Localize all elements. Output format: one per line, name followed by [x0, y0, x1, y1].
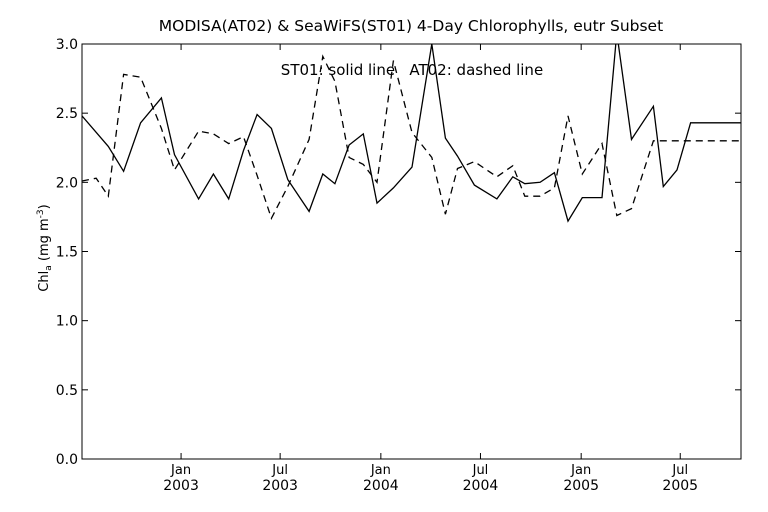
- series-line-st01: [82, 44, 741, 223]
- y-tick-label: 3.0: [56, 37, 78, 53]
- chart-title: MODISA(AT02) & SeaWiFS(ST01) 4-Day Chlor…: [159, 17, 663, 35]
- legend-annotation: ST01: solid line AT02: dashed line: [281, 61, 543, 79]
- series-layer: [82, 44, 741, 223]
- y-axis-label-close: ): [37, 204, 52, 209]
- x-tick-month: Jan: [370, 463, 391, 478]
- y-axis-label-units: (mg m: [37, 218, 52, 265]
- y-axis-label: Chla (mg m-3): [36, 204, 54, 291]
- y-tick-label: 1.0: [56, 314, 78, 330]
- x-tick-month: Jul: [271, 463, 288, 478]
- x-tick-year: 2003: [262, 478, 298, 494]
- x-tick-month: Jul: [671, 463, 688, 478]
- plot-frame: [81, 43, 742, 460]
- x-tick-year: 2005: [662, 478, 698, 494]
- x-tick-month: Jan: [570, 463, 591, 478]
- x-tick-year: 2005: [563, 478, 599, 494]
- y-axis-label-main: Chl: [37, 271, 52, 292]
- y-axis-label-sup: -3: [36, 209, 46, 218]
- series-line-at02: [82, 54, 741, 220]
- y-tick-label: 1.5: [56, 245, 78, 261]
- y-axis-label-sub: a: [44, 265, 54, 271]
- x-tick-year: 2003: [163, 478, 199, 494]
- x-tick-year: 2004: [363, 478, 399, 494]
- x-tick-month: Jul: [472, 463, 489, 478]
- y-tick-label: 2.5: [56, 106, 78, 122]
- y-tick-label: 2.0: [56, 175, 78, 191]
- y-tick-label: 0.5: [56, 383, 78, 399]
- x-tick-year: 2004: [463, 478, 499, 494]
- x-tick-month: Jan: [170, 463, 191, 478]
- axis-ticks: 0.00.51.01.52.02.53.0Jan2003Jul2003Jan20…: [56, 37, 741, 494]
- y-tick-label: 0.0: [56, 452, 78, 468]
